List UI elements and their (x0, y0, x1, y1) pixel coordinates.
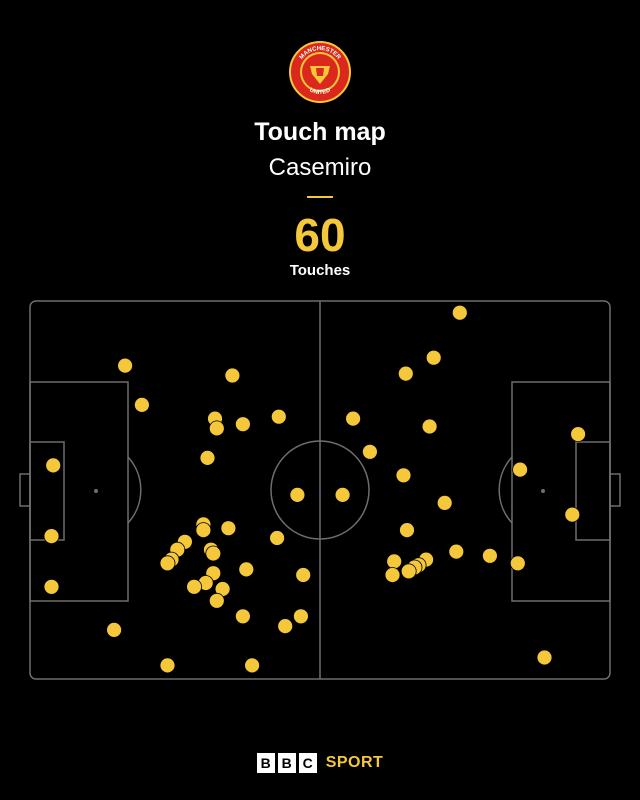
touch-point (186, 578, 203, 595)
touch-point (292, 608, 309, 625)
touch-point (564, 506, 581, 523)
touch-point (289, 486, 306, 503)
touch-point (397, 365, 414, 382)
touch-point (448, 543, 465, 560)
touch-point (208, 420, 225, 437)
touch-point (421, 418, 438, 435)
touch-point (43, 578, 60, 595)
touch-point (269, 530, 286, 546)
touch-count: 60 (294, 209, 346, 261)
bbc-letter: B (277, 753, 296, 773)
touch-point (400, 563, 417, 580)
touch-point (345, 410, 362, 427)
touch-point (133, 396, 150, 413)
touch-point (386, 553, 403, 570)
touch-point (159, 657, 176, 674)
right-penalty-spot (541, 489, 545, 493)
crest-text-bottom: UNITED (308, 87, 332, 96)
touch-point (238, 561, 255, 578)
touch-point (234, 416, 251, 433)
left-penalty-area (29, 381, 129, 602)
left-penalty-arc (127, 456, 142, 524)
touch-point (436, 494, 453, 511)
touch-point (43, 528, 60, 544)
touch-point (509, 555, 526, 572)
touch-point (208, 592, 225, 609)
touch-point (395, 467, 412, 484)
pitch (19, 300, 621, 680)
touch-point (570, 426, 586, 443)
touch-point (361, 443, 378, 460)
touch-point (334, 486, 351, 503)
right-penalty-area (511, 381, 611, 602)
centre-circle (270, 440, 370, 540)
touch-point (399, 522, 415, 538)
touch-point (536, 649, 553, 666)
touch-point (199, 449, 216, 466)
left-penalty-spot (94, 489, 98, 493)
touch-point (481, 547, 498, 564)
touch-point (195, 522, 212, 538)
touch-point (451, 304, 468, 321)
touch-point (512, 461, 528, 478)
right-six-yard-box (575, 441, 611, 541)
touch-point (270, 408, 287, 425)
touch-point (45, 457, 62, 474)
touch-point (425, 349, 442, 366)
manchester-united-crest: MANCHESTER UNITED (289, 41, 351, 103)
touch-point (159, 555, 176, 572)
sport-label: SPORT (325, 754, 384, 771)
pitch-lines (19, 300, 621, 680)
bbc-letter: B (256, 753, 275, 773)
touch-point (224, 367, 241, 384)
right-goal (609, 473, 621, 507)
touch-point (106, 622, 122, 638)
touch-points (43, 304, 586, 674)
touch-point (384, 567, 401, 583)
svg-text:UNITED: UNITED (308, 87, 332, 96)
player-name: Casemiro (268, 154, 372, 181)
touch-point (205, 545, 222, 562)
chart-title: Touch map (254, 118, 386, 146)
left-six-yard-box (29, 441, 65, 541)
touch-point (277, 618, 294, 634)
touch-count-label: Touches (289, 262, 351, 279)
divider (307, 196, 333, 198)
bbc-sport-logo: B B C SPORT (0, 752, 640, 774)
bbc-letter: C (298, 753, 317, 773)
touch-point (117, 357, 133, 374)
touch-point (220, 520, 237, 537)
touch-point (234, 608, 251, 625)
left-goal (19, 473, 31, 507)
touch-point (244, 657, 261, 674)
touch-point (295, 567, 312, 583)
right-penalty-arc (498, 456, 513, 524)
